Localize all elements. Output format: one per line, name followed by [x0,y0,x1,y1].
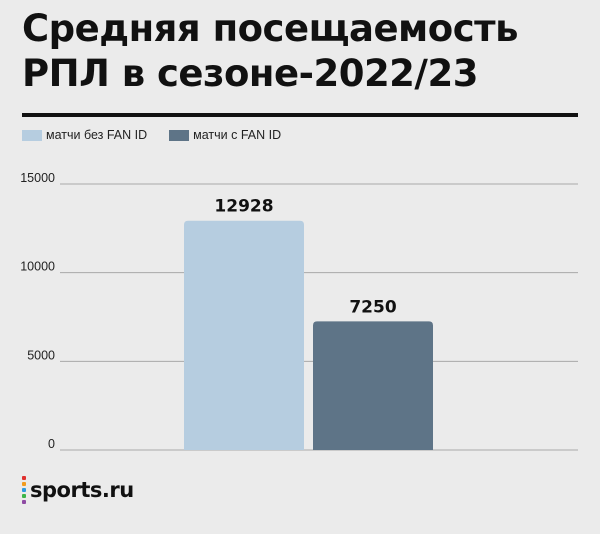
y-tick-label-0: 0 [48,437,55,451]
sports-ru-logo: sports.ru [22,474,134,506]
legend-swatch-without-fan-id [22,129,42,141]
sports-ru-dots-icon [22,476,26,504]
bar-with-fan-id [313,321,433,450]
legend-swatch-with-fan-id [169,129,190,141]
legend-label-without-fan-id: матчи без FAN ID [46,128,148,142]
y-tick-label-10000: 10000 [20,260,55,274]
title-divider [22,113,578,117]
y-tick-label-5000: 5000 [27,348,55,362]
legend-item-with-fan-id: матчи с FAN ID [169,128,281,142]
data-label-with-fan-id: 7250 [349,297,396,317]
logo-text: sports.ru [30,478,134,502]
data-label-without-fan-id: 12928 [214,197,273,217]
legend-item-without-fan-id: матчи без FAN ID [22,128,147,142]
y-tick-label-15000: 15000 [20,171,55,185]
bar-without-fan-id [184,220,304,450]
legend: матчи без FAN ID матчи с FAN ID [22,127,281,143]
chart-title: Средняя посещаемость РПЛ в сезоне-2022/2… [22,7,519,95]
legend-label-with-fan-id: матчи с FAN ID [193,128,282,142]
